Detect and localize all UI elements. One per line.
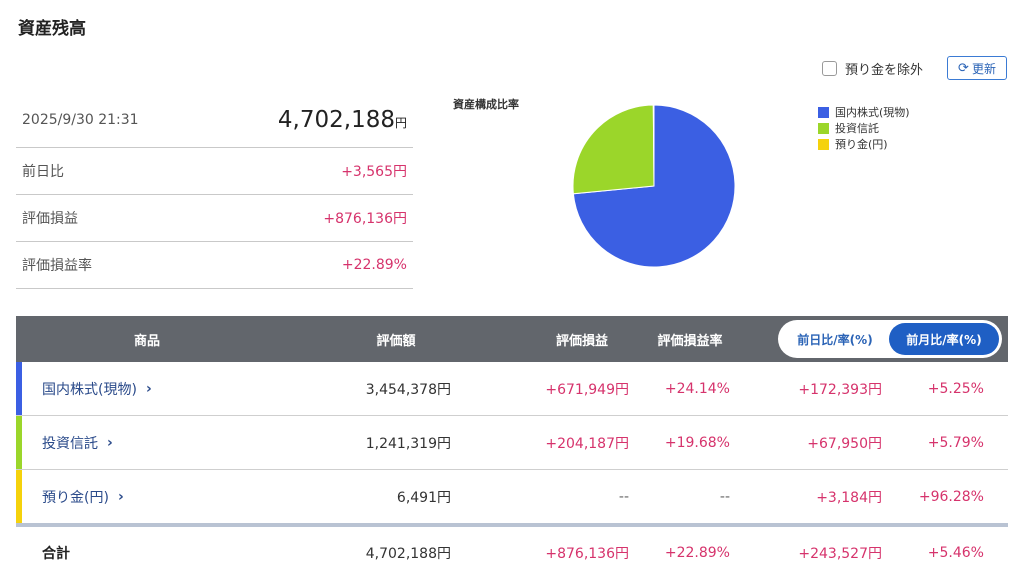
legend-label: 国内株式(現物) [835, 106, 910, 119]
chart-legend: 国内株式(現物) 投資信託 預り金(円) [818, 104, 910, 152]
header-valuation: 評価額 [376, 333, 416, 349]
total-valuation: 4,702,188円 [365, 546, 451, 562]
row-diff-rate: +5.79% [927, 434, 984, 451]
total-diff: +243,527円 [798, 546, 882, 562]
summary-datetime: 2025/9/30 21:31 [22, 111, 139, 128]
table-header: 商品 評価額 評価損益 評価損益率 前日比/率(%) 前月比/率(%) [16, 316, 1008, 362]
summary-row-pl-rate: 評価損益率 +22.89% [16, 242, 413, 289]
row-valuation: 3,454,378円 [365, 381, 451, 398]
header-product: 商品 [133, 333, 160, 349]
row-diff: +3,184円 [816, 489, 882, 506]
legend-swatch [818, 122, 829, 134]
summary-total: 4,702,188円 [278, 107, 407, 133]
legend-item: 預り金(円) [818, 136, 910, 152]
row-diff-rate: +96.28% [918, 488, 984, 505]
summary-total-row: 2025/9/30 21:31 4,702,188円 [16, 92, 413, 148]
row-name-link[interactable]: 国内株式(現物) › [42, 362, 152, 415]
exclude-deposit-label: 預り金を除外 [845, 63, 924, 78]
row-color-bar [16, 362, 22, 415]
chevron-right-icon: › [117, 488, 124, 505]
total-pl-rate: +22.89% [664, 545, 730, 561]
table-total-row: 合計 4,702,188円 +876,136円 +22.89% +243,527… [16, 527, 1008, 576]
summary-label: 前日比 [22, 164, 64, 180]
row-pl-rate: +19.68% [664, 434, 730, 451]
pie-slice-2 [652, 104, 655, 187]
period-toggle: 前日比/率(%) 前月比/率(%) [778, 320, 1002, 358]
exclude-deposit-checkbox[interactable] [822, 61, 837, 76]
row-color-bar [16, 470, 22, 523]
table-row: 預り金(円) › 6,491円 -- -- +3,184円 +96.28% [16, 470, 1008, 527]
summary-total-unit: 円 [394, 115, 407, 130]
holdings-table: 商品 評価額 評価損益 評価損益率 前日比/率(%) 前月比/率(%) 国内株式… [16, 316, 1008, 576]
row-diff: +67,950円 [807, 435, 882, 452]
legend-item: 国内株式(現物) [818, 104, 910, 120]
row-pl: +204,187円 [545, 435, 629, 452]
row-valuation: 6,491円 [396, 489, 451, 506]
row-pl-rate: +24.14% [664, 380, 730, 397]
row-name: 国内株式(現物) [42, 381, 137, 398]
header-pl-rate: 評価損益率 [657, 333, 723, 349]
row-diff-rate: +5.25% [927, 380, 984, 397]
table-row: 投資信託 › 1,241,319円 +204,187円 +19.68% +67,9… [16, 416, 1008, 470]
exclude-deposit-toggle[interactable]: 預り金を除外 [822, 59, 923, 78]
legend-swatch [818, 138, 829, 150]
summary-row-pl: 評価損益 +876,136円 [16, 195, 413, 242]
summary-label: 評価損益 [22, 211, 78, 227]
chevron-right-icon: › [145, 380, 152, 397]
header-pl: 評価損益 [555, 333, 608, 349]
total-diff-rate: +5.46% [927, 545, 984, 561]
row-name-link[interactable]: 預り金(円) › [42, 470, 124, 523]
row-pl: +671,949円 [545, 381, 629, 398]
asset-pie-chart [572, 104, 736, 268]
summary-total-value: 4,702,188 [277, 106, 395, 133]
chart-title: 資産構成比率 [453, 98, 519, 111]
toggle-monthly[interactable]: 前月比/率(%) [889, 323, 999, 355]
total-pl: +876,136円 [545, 546, 629, 562]
legend-label: 投資信託 [835, 122, 879, 135]
row-name-link[interactable]: 投資信託 › [42, 416, 113, 469]
summary-label: 評価損益率 [22, 258, 92, 274]
legend-label: 預り金(円) [835, 138, 888, 151]
page-title: 資産残高 [18, 19, 86, 39]
row-pl: -- [618, 488, 629, 505]
refresh-icon: ⟳ [958, 60, 969, 76]
summary-value: +22.89% [341, 257, 407, 273]
summary-value: +3,565円 [341, 164, 407, 180]
total-label: 合計 [42, 546, 70, 562]
summary-row-daily: 前日比 +3,565円 [16, 148, 413, 195]
refresh-label: 更新 [971, 61, 996, 76]
chevron-right-icon: › [107, 434, 113, 451]
row-color-bar [16, 416, 22, 469]
refresh-button[interactable]: ⟳ 更新 [947, 56, 1007, 80]
row-diff: +172,393円 [798, 381, 882, 398]
summary-panel: 2025/9/30 21:31 4,702,188円 前日比 +3,565円 評… [16, 92, 413, 289]
row-pl-rate: -- [719, 488, 730, 505]
toggle-daily[interactable]: 前日比/率(%) [781, 323, 889, 355]
summary-value: +876,136円 [323, 211, 407, 227]
table-row: 国内株式(現物) › 3,454,378円 +671,949円 +24.14% +… [16, 362, 1008, 416]
legend-item: 投資信託 [818, 120, 910, 136]
legend-swatch [818, 106, 829, 118]
row-name: 預り金(円) [42, 489, 109, 506]
pie-slice-1 [572, 104, 655, 195]
row-valuation: 1,241,319円 [365, 435, 451, 452]
row-name: 投資信託 [42, 435, 98, 452]
